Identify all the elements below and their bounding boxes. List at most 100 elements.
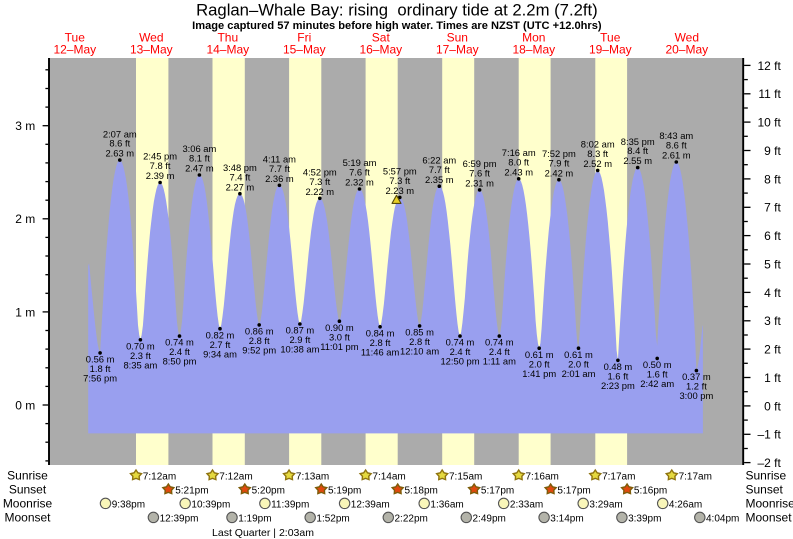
svg-text:Sunrise: Sunrise: [746, 469, 787, 483]
svg-text:18–May: 18–May: [512, 42, 555, 56]
svg-text:7.4 ft: 7.4 ft: [229, 171, 250, 182]
svg-text:2.9 ft: 2.9 ft: [289, 334, 310, 345]
svg-text:2.8 ft: 2.8 ft: [370, 337, 391, 348]
svg-text:8:35 am: 8:35 am: [123, 359, 157, 370]
svg-text:9:34 am: 9:34 am: [203, 348, 237, 359]
svg-text:2.36 m: 2.36 m: [265, 173, 294, 184]
svg-text:7:16am: 7:16am: [526, 471, 559, 482]
svg-text:5:16pm: 5:16pm: [634, 485, 667, 496]
svg-text:5:17pm: 5:17pm: [557, 485, 590, 496]
svg-text:4 ft: 4 ft: [764, 286, 781, 300]
svg-text:9:38pm: 9:38pm: [112, 499, 145, 510]
svg-text:5:20pm: 5:20pm: [252, 485, 285, 496]
svg-text:2:01 am: 2:01 am: [562, 368, 596, 379]
svg-text:Moonset: Moonset: [4, 511, 51, 525]
svg-text:0.50 m: 0.50 m: [643, 359, 672, 370]
svg-text:2.31 m: 2.31 m: [465, 178, 494, 189]
svg-text:7:12am: 7:12am: [143, 471, 176, 482]
svg-text:2.63 m: 2.63 m: [105, 148, 134, 159]
svg-text:10 ft: 10 ft: [757, 116, 781, 130]
svg-text:Sat: Sat: [372, 30, 391, 44]
svg-text:7:52 pm: 7:52 pm: [542, 148, 576, 159]
svg-text:1:19pm: 1:19pm: [238, 513, 271, 524]
svg-text:7.7 ft: 7.7 ft: [269, 163, 290, 174]
svg-text:8:43 am: 8:43 am: [659, 130, 693, 141]
svg-text:7:17am: 7:17am: [679, 471, 712, 482]
svg-text:Wed: Wed: [139, 30, 163, 44]
svg-text:5:57 pm: 5:57 pm: [383, 166, 417, 177]
svg-text:8:50 pm: 8:50 pm: [163, 356, 197, 367]
svg-text:0.56 m: 0.56 m: [86, 354, 115, 365]
svg-text:2.52 m: 2.52 m: [583, 158, 612, 169]
svg-text:0.74 m: 0.74 m: [446, 337, 475, 348]
svg-text:4:11 am: 4:11 am: [263, 154, 296, 165]
svg-text:11:01 pm: 11:01 pm: [320, 341, 359, 352]
svg-text:2.0 ft: 2.0 ft: [568, 358, 589, 369]
svg-text:12:10 am: 12:10 am: [400, 346, 439, 357]
svg-text:Mon: Mon: [522, 30, 545, 44]
svg-text:3:06 am: 3:06 am: [182, 143, 216, 154]
svg-text:7.3 ft: 7.3 ft: [389, 175, 410, 186]
svg-text:Sunrise: Sunrise: [7, 469, 48, 483]
svg-text:0.70 m: 0.70 m: [126, 340, 155, 351]
svg-text:2.27 m: 2.27 m: [226, 181, 255, 192]
svg-text:14–May: 14–May: [206, 42, 249, 56]
svg-text:2.0 ft: 2.0 ft: [529, 358, 550, 369]
svg-text:6 ft: 6 ft: [764, 229, 781, 243]
svg-text:4:04pm: 4:04pm: [706, 513, 739, 524]
svg-text:7.9 ft: 7.9 ft: [548, 157, 569, 168]
svg-text:7 ft: 7 ft: [764, 201, 781, 215]
svg-text:7.6 ft: 7.6 ft: [349, 167, 370, 178]
svg-text:20–May: 20–May: [665, 42, 708, 56]
svg-text:2.8 ft: 2.8 ft: [249, 335, 270, 346]
svg-text:8.6 ft: 8.6 ft: [109, 138, 130, 149]
svg-text:12:39am: 12:39am: [351, 499, 390, 510]
svg-text:2:49pm: 2:49pm: [473, 513, 506, 524]
svg-text:7.6 ft: 7.6 ft: [469, 168, 490, 179]
svg-text:10:39pm: 10:39pm: [191, 499, 230, 510]
svg-text:2.4 ft: 2.4 ft: [450, 346, 471, 357]
svg-text:0.48 m: 0.48 m: [604, 361, 633, 372]
svg-text:0 ft: 0 ft: [764, 399, 781, 413]
svg-text:2.43 m: 2.43 m: [504, 166, 533, 177]
svg-text:7:56 pm: 7:56 pm: [83, 373, 117, 384]
svg-text:8.6 ft: 8.6 ft: [666, 140, 687, 151]
svg-text:12:50 pm: 12:50 pm: [440, 356, 479, 367]
svg-text:2.4 ft: 2.4 ft: [489, 346, 510, 357]
svg-text:6:59 pm: 6:59 pm: [463, 158, 497, 169]
svg-text:5:21pm: 5:21pm: [175, 485, 208, 496]
svg-text:7:15am: 7:15am: [449, 471, 482, 482]
svg-text:8:35 pm: 8:35 pm: [621, 136, 655, 147]
svg-text:7:12am: 7:12am: [219, 471, 252, 482]
svg-text:2.35 m: 2.35 m: [425, 174, 454, 185]
svg-text:1 m: 1 m: [15, 305, 35, 319]
svg-text:2.42 m: 2.42 m: [545, 167, 574, 178]
svg-text:2.55 m: 2.55 m: [623, 155, 652, 166]
svg-text:Sunset: Sunset: [9, 483, 47, 497]
svg-text:Raglan–Whale Bay: rising ordi: Raglan–Whale Bay: rising ordinary tide a…: [196, 1, 598, 20]
svg-text:Sun: Sun: [447, 30, 468, 44]
svg-text:19–May: 19–May: [589, 42, 632, 56]
svg-text:10:38 am: 10:38 am: [280, 344, 319, 355]
svg-text:Fri: Fri: [297, 30, 311, 44]
svg-text:3:29am: 3:29am: [589, 499, 622, 510]
svg-text:13–May: 13–May: [130, 42, 173, 56]
svg-text:0.61 m: 0.61 m: [525, 349, 554, 360]
svg-text:11 ft: 11 ft: [758, 87, 781, 101]
svg-text:7:16 am: 7:16 am: [502, 147, 536, 158]
svg-text:0.74 m: 0.74 m: [485, 337, 514, 348]
svg-text:0.84 m: 0.84 m: [366, 327, 395, 338]
svg-text:Sunset: Sunset: [746, 483, 784, 497]
svg-text:Image captured 57 minutes befo: Image captured 57 minutes before high wa…: [192, 20, 602, 32]
svg-text:1:52pm: 1:52pm: [316, 513, 349, 524]
svg-text:3 ft: 3 ft: [764, 314, 781, 328]
svg-text:1:41 pm: 1:41 pm: [522, 368, 556, 379]
svg-text:1.8 ft: 1.8 ft: [90, 363, 111, 374]
svg-text:0.74 m: 0.74 m: [165, 337, 194, 348]
svg-text:0.90 m: 0.90 m: [325, 322, 354, 333]
svg-text:9 ft: 9 ft: [764, 144, 781, 158]
svg-text:–2 ft: –2 ft: [757, 456, 781, 470]
svg-text:2:07 am: 2:07 am: [103, 128, 137, 139]
svg-text:7.7 ft: 7.7 ft: [429, 164, 450, 175]
svg-text:7:17am: 7:17am: [602, 471, 635, 482]
